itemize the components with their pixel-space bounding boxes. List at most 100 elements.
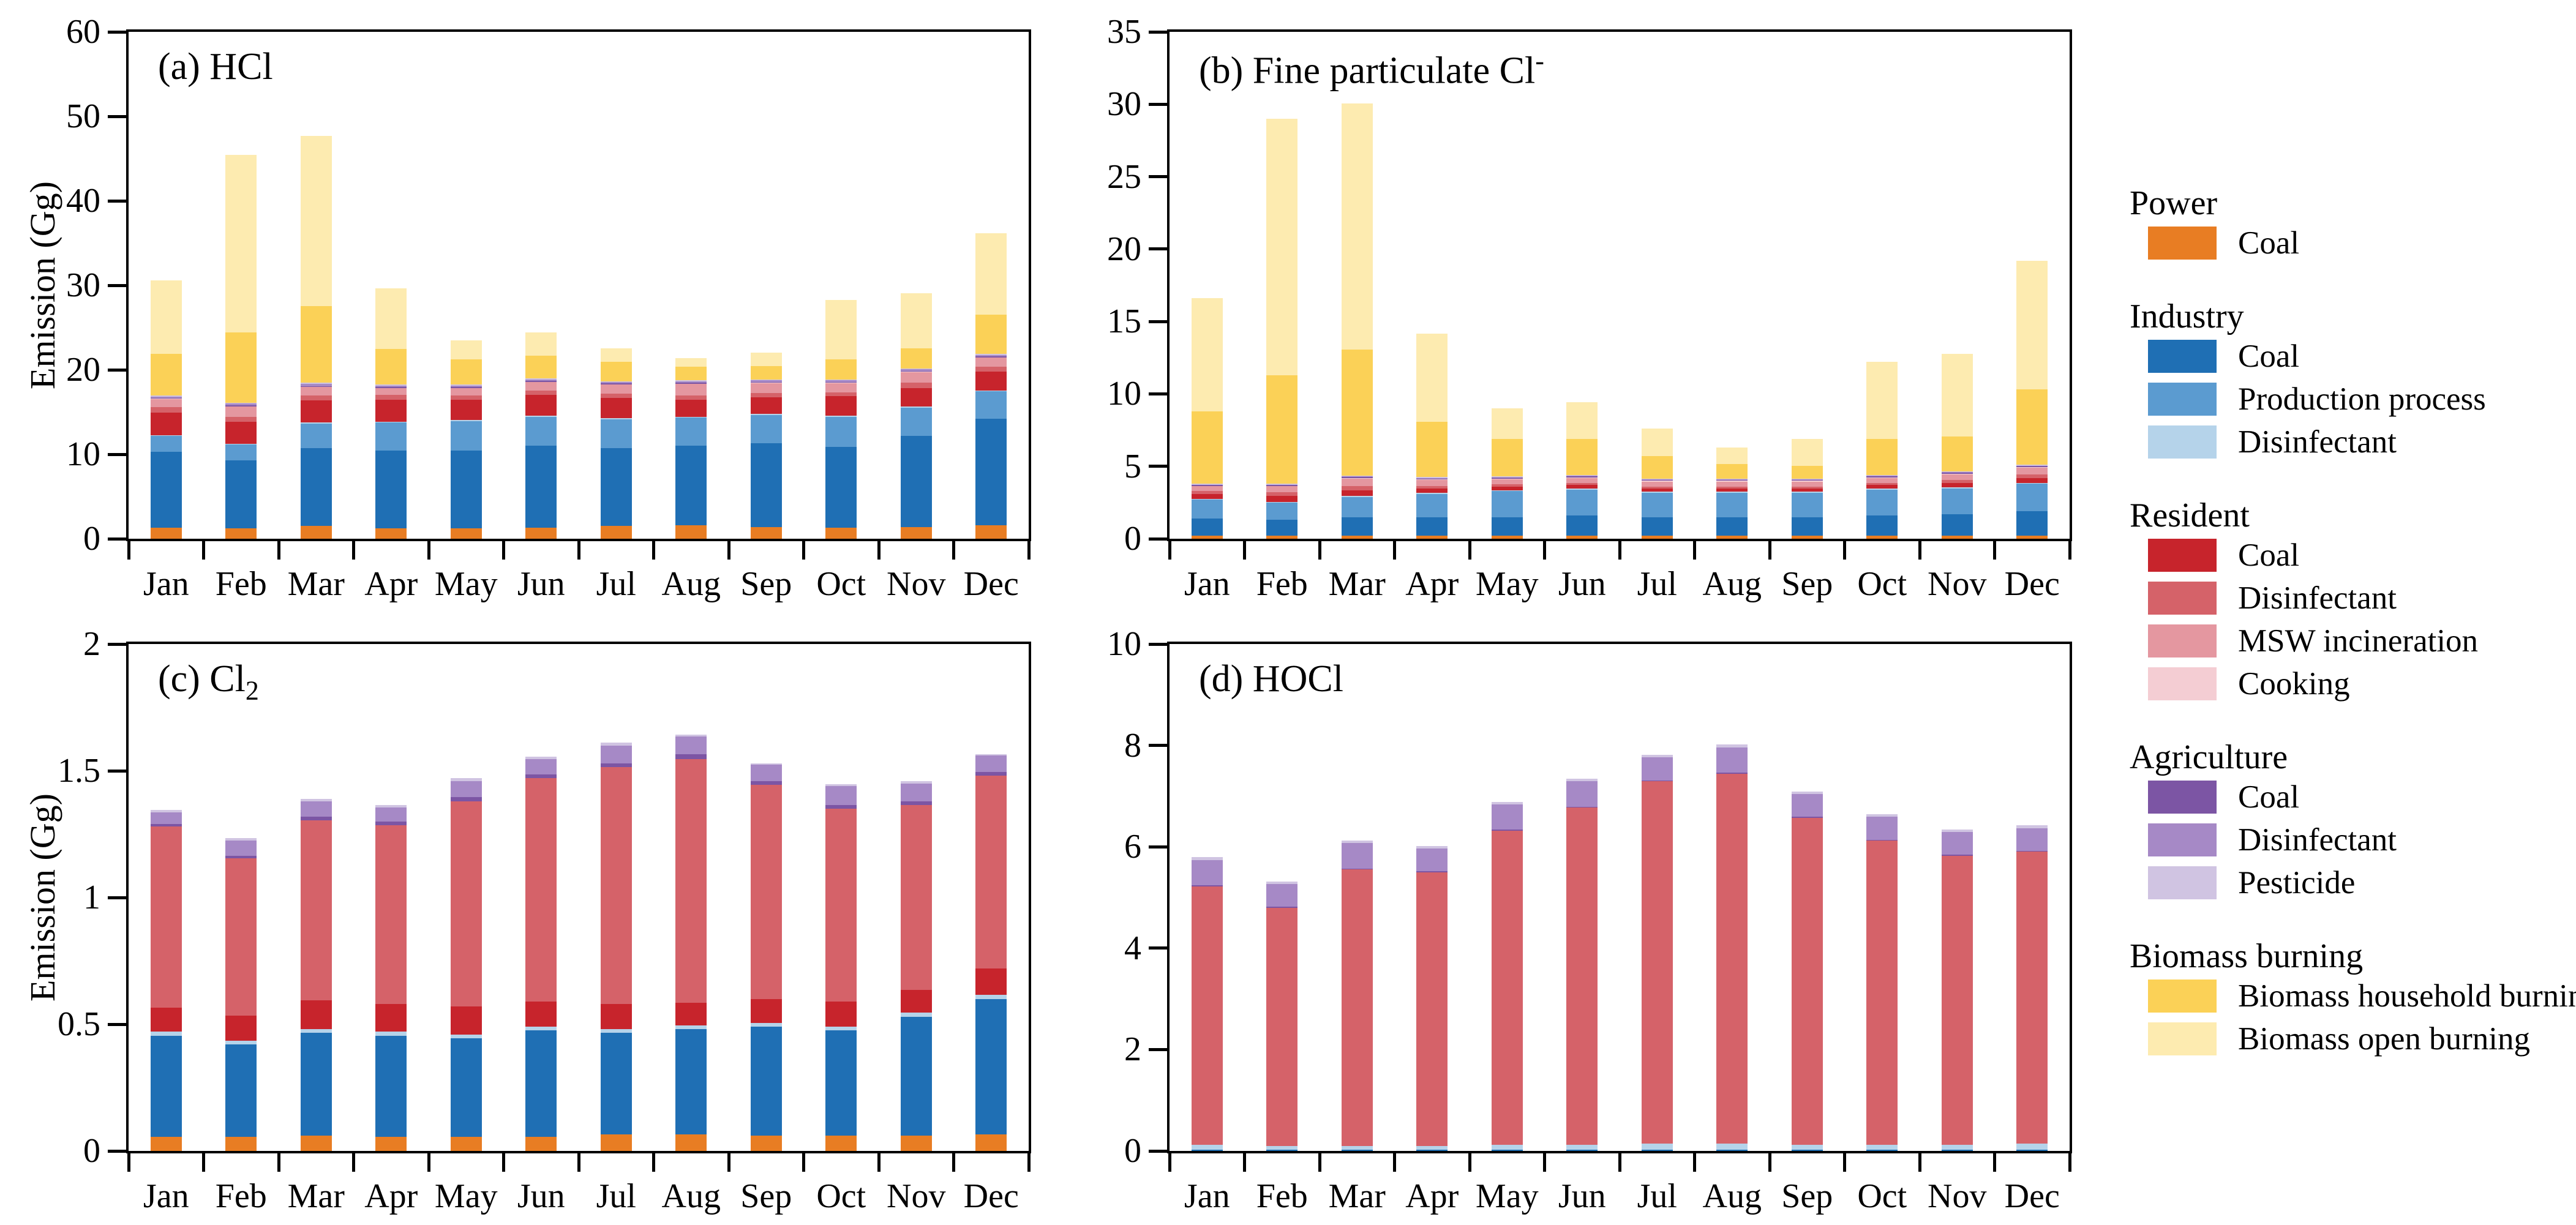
- x-tick-d: [1468, 1153, 1471, 1172]
- bar-segment-agriculture_coal-Sep: [750, 381, 782, 383]
- bar-segment-biomass_household-Nov: [900, 348, 932, 369]
- bar-segment-industry_disinfectant-Jan: [1191, 498, 1223, 500]
- x-tick-d: [1618, 1153, 1621, 1172]
- bar-segment-resident_disinfectant-Nov: [900, 383, 932, 388]
- x-tick-label-month: Oct: [816, 565, 866, 603]
- bar-segment-agriculture_coal-Jun: [525, 774, 557, 779]
- bar-segment-agriculture_disinfectant-Jul: [600, 381, 632, 384]
- bar-segment-industry_coal-Aug: [675, 1029, 707, 1135]
- y-tick-label-a: 30: [66, 266, 100, 304]
- bar-segment-biomass_household-Jul: [1641, 455, 1673, 479]
- bar-segment-resident_msw-Nov: [1941, 474, 1973, 481]
- bar-segment-agriculture_pesticide-Aug: [675, 380, 707, 381]
- bar-segment-agriculture_coal-Oct: [825, 804, 857, 809]
- bar-segment-industry_disinfectant-Feb: [1266, 501, 1298, 503]
- bar-segment-agriculture_coal-Jul: [600, 763, 632, 767]
- bar-segment-power_coal-Nov: [1941, 536, 1973, 539]
- bar-segment-biomass_household-Apr: [375, 349, 407, 385]
- bar-segment-resident_disinfectant-Dec: [2016, 852, 2048, 1144]
- bar-segment-resident_disinfectant-Jun: [1566, 482, 1598, 485]
- bar-segment-power_coal-Dec: [975, 1134, 1007, 1151]
- bar-segment-agriculture_pesticide-Jun: [1566, 474, 1598, 476]
- bar-segment-agriculture_pesticide-Mar: [300, 383, 332, 384]
- bar-segment-agriculture_coal-Sep: [1791, 817, 1823, 818]
- x-tick-label-month: Oct: [1857, 565, 1907, 603]
- bar-segment-power_coal-May: [1491, 536, 1523, 539]
- y-tick-label-d: 8: [1124, 726, 1141, 765]
- x-tick-a: [727, 541, 730, 560]
- y-tick-label-a: 50: [66, 97, 100, 135]
- bar-segment-industry_production-Feb: [225, 444, 257, 460]
- x-tick-label-month: Dec: [2004, 565, 2060, 603]
- bar-segment-agriculture_coal-Feb: [225, 405, 257, 406]
- bar-segment-agriculture_coal-Jul: [1641, 780, 1673, 782]
- bar-segment-agriculture_pesticide-Feb: [225, 402, 257, 404]
- bar-segment-industry_disinfectant-Nov: [900, 1013, 932, 1017]
- bar-segment-agriculture_coal-Nov: [1941, 855, 1973, 856]
- x-tick-label-month: Sep: [1781, 1177, 1833, 1215]
- bar-segment-resident_coal-Oct: [1866, 485, 1898, 489]
- bar-segment-agriculture_pesticide-Mar: [1341, 841, 1373, 844]
- bar-segment-agriculture_pesticide-Sep: [1791, 478, 1823, 480]
- bar-segment-agriculture_disinfectant-May: [450, 781, 482, 798]
- panel-title-text: (a) HCl: [158, 46, 273, 88]
- x-tick-d: [2068, 1153, 2071, 1172]
- y-tick-label-b: 30: [1107, 85, 1141, 124]
- bar-segment-resident_disinfectant-May: [450, 801, 482, 1006]
- bar-segment-industry_disinfectant-Jun: [525, 1027, 557, 1031]
- bar-segment-resident_coal-Dec: [2016, 478, 2048, 483]
- bar-segment-industry_disinfectant-Sep: [750, 1022, 782, 1027]
- x-tick-d: [1693, 1153, 1696, 1172]
- bar-segment-resident_coal-Aug: [675, 399, 707, 417]
- bar-segment-industry_disinfectant-Nov: [1941, 1145, 1973, 1150]
- x-tick-c: [802, 1153, 805, 1172]
- bar-segment-industry_production-Jun: [525, 416, 557, 446]
- bar-segment-agriculture_disinfectant-Sep: [750, 380, 782, 382]
- bar-segment-industry_coal-Apr: [1416, 517, 1448, 536]
- bar-segment-resident_coal-Feb: [1266, 496, 1298, 502]
- x-tick-c: [277, 1153, 280, 1172]
- y-tick-a: [108, 537, 126, 541]
- bar-segment-resident_disinfectant-Nov: [1941, 856, 1973, 1145]
- bar-segment-resident_msw-Sep: [1791, 481, 1823, 487]
- bar-segment-industry_production-Sep: [1791, 492, 1823, 517]
- bar-segment-agriculture_disinfectant-Feb: [225, 840, 257, 856]
- bar-segment-resident_msw-Nov: [900, 372, 932, 383]
- bar-segment-resident_disinfectant-Jan: [1191, 490, 1223, 494]
- bar-segment-agriculture_pesticide-Nov: [1941, 830, 1973, 833]
- bar-segment-power_coal-Aug: [675, 1134, 707, 1151]
- y-tick-label-a: 0: [83, 520, 100, 558]
- bar-segment-biomass_open-Feb: [1266, 118, 1298, 375]
- x-tick-b: [1543, 541, 1546, 560]
- panel-title-superscript: -: [1535, 46, 1544, 76]
- bar-segment-agriculture_pesticide-Jan: [150, 395, 182, 397]
- x-tick-label-month: Mar: [1328, 1177, 1386, 1215]
- bar-segment-resident_coal-Dec: [975, 968, 1007, 995]
- bar-segment-industry_production-Jan: [1191, 500, 1223, 519]
- bar-segment-agriculture_disinfectant-Nov: [900, 369, 932, 371]
- bar-segment-industry_production-Aug: [1716, 492, 1748, 517]
- bar-segment-industry_disinfectant-Dec: [975, 995, 1007, 999]
- bar-segment-resident_disinfectant-Jun: [525, 778, 557, 1002]
- bar-segment-agriculture_coal-May: [450, 387, 482, 388]
- bar-segment-industry_coal-May: [450, 451, 482, 529]
- bar-segment-agriculture_disinfectant-May: [450, 384, 482, 387]
- x-tick-label-month: Aug: [1702, 1177, 1762, 1215]
- x-tick-label-month: Jul: [596, 1177, 636, 1215]
- bar-segment-agriculture_disinfectant-Mar: [1341, 843, 1373, 869]
- bar-segment-resident_coal-Jul: [1641, 489, 1673, 492]
- bar-segment-agriculture_coal-Aug: [1716, 773, 1748, 774]
- bar-segment-agriculture_disinfectant-Jul: [600, 745, 632, 763]
- bar-segment-agriculture_pesticide-Oct: [1866, 814, 1898, 817]
- bar-segment-agriculture_coal-May: [450, 797, 482, 801]
- x-tick-label-month: Jan: [143, 565, 189, 603]
- bar-segment-resident_msw-Jul: [600, 384, 632, 394]
- bar-segment-resident_msw-May: [450, 388, 482, 396]
- legend-swatch-power_coal: [2148, 227, 2217, 260]
- y-tick-c: [108, 896, 126, 899]
- bar-segment-resident_coal-Jul: [600, 1003, 632, 1030]
- y-tick-d: [1149, 946, 1167, 950]
- y-tick-b: [1149, 175, 1167, 179]
- bar-segment-agriculture_pesticide-May: [1491, 801, 1523, 804]
- bar-segment-agriculture_disinfectant-Jun: [525, 378, 557, 381]
